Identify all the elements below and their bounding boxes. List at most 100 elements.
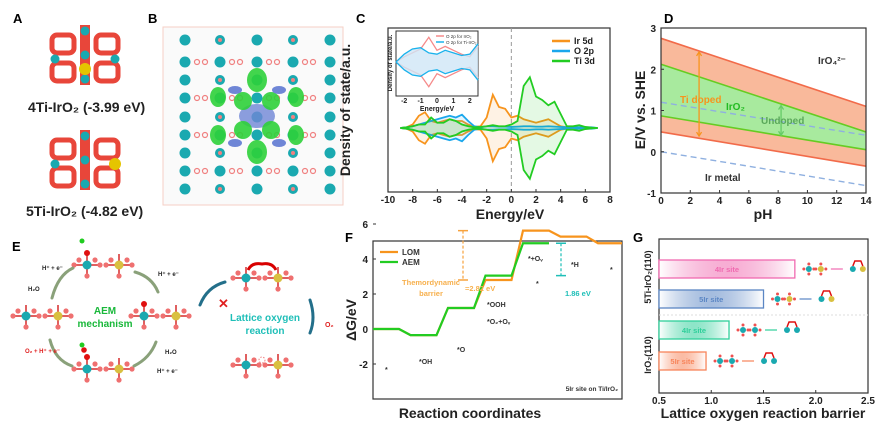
iro2-region-label: IrO₂ [726,102,745,113]
ir-atom [324,56,336,68]
barrier-bar [658,289,765,309]
o-atom [741,323,745,327]
y-tick-label: 0 [650,148,656,159]
aem-title-line2: mechanism [77,319,132,330]
charge-depletion-lobe [228,139,242,147]
o-atom [129,366,135,372]
o-atom [265,167,273,175]
metal-atom [717,358,724,364]
o-atom [753,323,757,327]
y-tick-label: 0 [362,325,368,336]
iro6-octahedron [93,32,121,56]
o2-release-label: O₂ + H⁺ + e⁻ [25,348,60,355]
inset-curve-down [395,61,479,81]
dos-plot-frame [387,27,611,193]
h-e-bottom-label: H⁺ + e⁻ [157,368,178,375]
ir-metal-label: Ir metal [705,173,741,184]
x-tick-label: 2.0 [809,396,823,407]
o-atom [713,359,717,363]
o-atom [291,78,295,82]
o-atom [283,357,289,363]
o-atom [228,167,236,175]
charge-accumulation-lobe [262,121,280,139]
charge-accumulation-lobe [234,92,252,110]
y-tick-label: 6 [362,220,368,231]
o-atom [814,267,818,271]
inset-legend-label: O 2p for IrO₂ [446,34,472,39]
iro6-octahedron [49,165,77,189]
o-atom [309,94,317,102]
o-atom [256,275,262,281]
metal-atom [784,327,791,333]
ir-atom [50,54,60,64]
x-tick-label: 0.5 [652,396,666,407]
oxygen-vacancy [258,356,266,364]
iro6-octahedron [49,32,77,56]
inset-legend-label: O 2p for Ti-IrO₂ [446,40,477,45]
lattice-o2-pair [246,262,278,271]
x-tick-label: 12 [831,196,843,207]
o-atom [228,94,236,102]
ir-atom [324,147,336,159]
lom-barrier-value: =2.82 eV [465,284,495,293]
metal-atom [817,266,824,272]
dos-curve-up-ti-3d [400,75,598,129]
ti-atom [273,273,283,283]
ir-atom [80,179,90,189]
metal-atom [805,266,812,272]
inset-x-tick-label: -1 [417,98,423,105]
o-atom [718,364,722,368]
panel-e-mechanism: AEM mechanism Lattice oxygen reaction H⁺ + e… [10,238,334,383]
o-atom [267,270,273,276]
x-tick-label: 8 [775,196,781,207]
metal-atom [740,327,747,333]
o-atom [201,58,209,66]
x-tick-label: 0 [509,195,515,206]
band-lower-line [660,115,867,151]
o-atom [301,58,309,66]
lor-peroxo-intermediate [230,267,294,292]
arrow-heads [778,104,785,137]
o-atom [741,333,745,337]
iro4-region-label: IrO₄²⁻ [818,56,846,67]
o-atom [108,361,114,367]
ir-atom [251,129,263,141]
oh-intermediate [71,238,135,279]
bare-surface [10,305,74,330]
iro6-octahedron [49,137,77,161]
o-atom [47,308,53,314]
charge-accumulation-lobe [288,87,304,107]
metal-atom [786,296,793,302]
x-tick-label: -4 [458,195,467,206]
o-atom [291,151,295,155]
ooh-intermediate [71,342,135,383]
o-atom [103,262,109,268]
ir-atom [287,56,299,68]
iro6-octahedron [93,60,121,84]
adsorbed-o-atom [84,354,90,360]
o-atom [819,272,823,276]
lor-title-line1: Lattice oxygen [230,313,300,324]
ti-atom [53,311,63,321]
ti-atom [273,360,283,370]
o-atom [218,187,222,191]
x-tick-label: -6 [433,195,442,206]
o-atom [824,267,828,271]
ir-atom [80,50,90,60]
step-label: *O [457,347,466,354]
o-atom [776,302,779,306]
o-atom [309,58,317,66]
site-note: 5Ir site on Ti/IrO₂ [566,386,618,393]
panel-label-f: F [345,230,353,245]
ir-atom [80,74,90,84]
ir-atom [179,92,191,104]
o-atom [228,131,236,139]
ir-atom [80,155,90,165]
charge-accumulation-lobe [234,121,252,139]
x-tick-label: 2.5 [861,396,875,407]
o-atom [748,328,752,332]
dos-fill-2 [400,77,598,179]
